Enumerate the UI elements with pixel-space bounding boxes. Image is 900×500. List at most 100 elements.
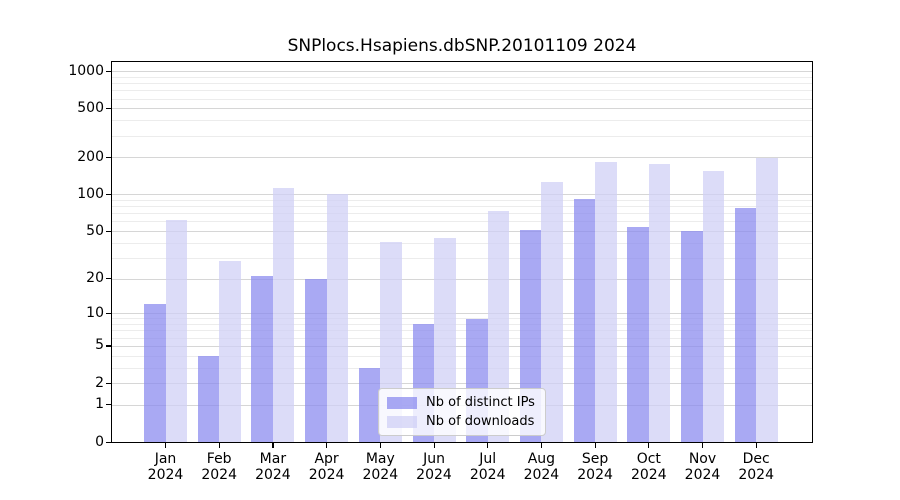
y-tick-label: 50 [86,222,104,239]
month-label: Dec [742,451,770,467]
minor-gridline [112,76,812,78]
minor-gridline [112,83,812,85]
x-tick-mark [433,442,435,448]
bar-mar-downloads [272,188,295,442]
major-gridline [112,313,812,315]
bar-nov-distinct-ips [681,231,703,442]
month-label: Nov [688,451,717,467]
y-tick-label: 0 [95,433,104,450]
year-label: 2024 [738,467,774,483]
x-tick-label-mar: Mar 2024 [243,451,303,483]
legend-label-downloads: Nb of downloads [426,414,535,429]
x-tick-label-dec: Dec 2024 [726,451,786,483]
year-label: 2024 [684,467,721,483]
year-label: 2024 [362,467,399,483]
y-tick-mark [106,70,112,72]
minor-gridline [112,213,812,215]
plot-area: Nb of distinct IPs Nb of downloads [111,61,813,443]
y-tick-label: 500 [77,99,104,116]
major-gridline [112,383,812,385]
y-tick-mark [106,312,112,315]
y-tick-mark [106,441,112,443]
year-label: 2024 [469,467,506,483]
x-tick-mark [379,442,381,448]
major-gridline [112,194,812,196]
bar-apr-distinct-ips [305,278,327,442]
y-tick-mark [106,345,112,347]
minor-gridline [112,330,812,332]
x-tick-mark [648,442,650,448]
y-tick-mark [106,278,112,280]
x-tick-mark [218,442,220,448]
minor-gridline [112,367,812,369]
minor-gridline [112,120,812,122]
bar-jul-downloads [487,211,510,442]
legend-label-distinct-ips: Nb of distinct IPs [426,395,535,410]
bar-sep-downloads [595,161,617,442]
legend: Nb of distinct IPs Nb of downloads [378,388,546,436]
month-label: Jul [479,451,497,467]
x-tick-label-jan: Jan 2024 [136,451,196,483]
minor-gridline [112,199,812,201]
minor-gridline [112,257,812,259]
bar-may-distinct-ips [358,367,381,442]
minor-gridline [112,135,812,137]
x-tick-label-apr: Apr 2024 [297,451,357,483]
x-tick-mark [755,442,757,448]
y-tick-mark [106,193,112,196]
y-tick-label: 10 [86,304,104,321]
year-label: 2024 [577,467,613,483]
minor-gridline [112,337,812,339]
major-gridline [112,231,812,233]
bar-oct-downloads [648,163,671,442]
month-label: Feb [206,451,232,467]
major-gridline [112,157,812,159]
month-label: Oct [636,451,661,467]
major-gridline [112,108,812,110]
bar-nov-downloads [702,170,724,442]
minor-gridline [112,221,812,223]
minor-gridline [112,318,812,320]
y-tick-mark [106,156,112,159]
month-label: Sep [581,451,609,467]
x-tick-label-feb: Feb 2024 [189,451,249,483]
minor-gridline [112,98,812,100]
minor-gridline [112,324,812,326]
chart-title: SNPlocs.Hsapiens.dbSNP.20101109 2024 [287,36,637,56]
y-tick-label: 5 [95,337,104,354]
x-tick-mark [487,442,489,448]
month-label: Jan [154,451,177,467]
legend-swatch-distinct-ips [387,396,417,409]
x-tick-label-may: May 2024 [350,451,410,483]
x-tick-mark [326,442,328,448]
minor-gridline [112,242,812,244]
bar-apr-downloads [326,194,349,442]
major-gridline [112,345,812,347]
bar-sep-distinct-ips [573,198,596,442]
bar-jan-distinct-ips [144,304,166,442]
year-label: 2024 [147,467,184,483]
month-label: Aug [527,451,556,467]
year-label: 2024 [255,467,291,483]
month-label: Jun [423,451,445,467]
bar-mar-distinct-ips [251,276,273,442]
y-tick-label: 1000 [68,62,104,79]
month-label: Mar [259,451,287,467]
year-label: 2024 [523,467,560,483]
x-tick-label-jul: Jul 2024 [458,451,518,483]
y-tick-mark [106,107,112,110]
minor-gridline [112,355,812,357]
y-tick-label: 20 [86,270,104,287]
minor-gridline [112,90,812,92]
x-tick-mark [594,442,596,448]
major-gridline [112,278,812,280]
x-tick-label-oct: Oct 2024 [619,451,679,483]
bar-feb-downloads [219,261,241,442]
bar-oct-distinct-ips [627,227,649,442]
legend-item-downloads: Nb of downloads [387,414,535,429]
bar-dec-downloads [756,158,778,442]
x-tick-mark [165,442,167,448]
minor-gridline [112,206,812,208]
bar-dec-distinct-ips [734,207,757,442]
